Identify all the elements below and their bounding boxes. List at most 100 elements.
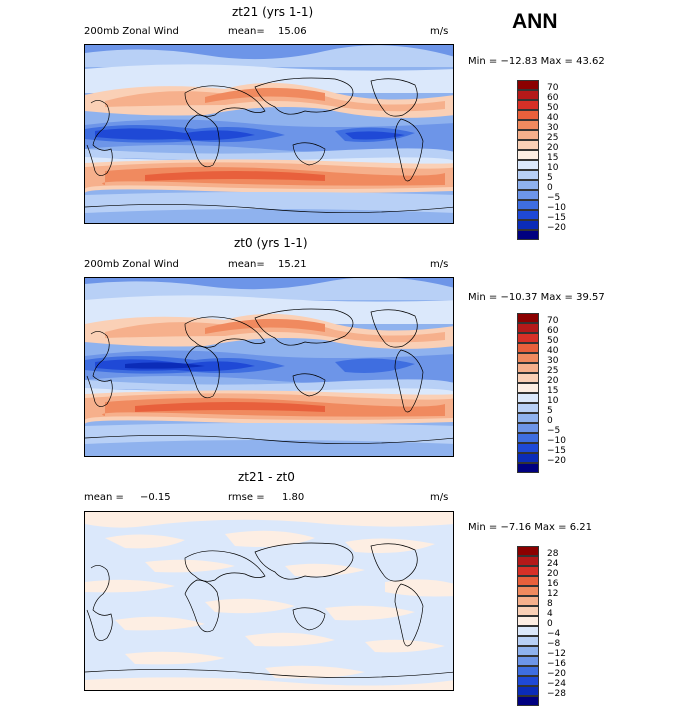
colorbar-tick: 28 (547, 549, 559, 559)
colorbar-swatch (517, 210, 539, 220)
map-contours (85, 512, 453, 690)
colorbar-swatch (517, 576, 539, 586)
colorbar-tick: −15 (547, 446, 566, 456)
colorbar-swatch (517, 423, 539, 433)
colorbar-tick: 10 (547, 396, 559, 406)
colorbar-swatch (517, 353, 539, 363)
panel-title: zt0 (yrs 1-1) (234, 236, 308, 250)
colorbar-tick: 0 (547, 619, 553, 629)
variable-label: 200mb Zonal Wind (84, 259, 179, 270)
colorbar-swatch (517, 373, 539, 383)
colorbar-swatch (517, 696, 539, 706)
colorbar-tick: −5 (547, 426, 561, 436)
colorbar-tick: −5 (547, 193, 561, 203)
colorbar-swatch (517, 140, 539, 150)
colorbar-swatch (517, 656, 539, 666)
colorbar-tick: 30 (547, 356, 559, 366)
colorbar-swatch (517, 363, 539, 373)
min-max-label: Min = −7.16 Max = 6.21 (468, 522, 592, 533)
colorbar-tick: −12 (547, 649, 566, 659)
colorbar-swatch (517, 646, 539, 656)
colorbar-swatches (517, 313, 539, 473)
colorbar-tick: 10 (547, 163, 559, 173)
colorbar-tick: 20 (547, 376, 559, 386)
colorbar-swatch (517, 666, 539, 676)
colorbar-swatch (517, 90, 539, 100)
mean-label: mean= (228, 26, 265, 37)
colorbar-tick: −4 (547, 629, 561, 639)
colorbar-swatch (517, 463, 539, 473)
colorbar-tick: −10 (547, 203, 566, 213)
colorbar-swatches (517, 546, 539, 706)
colorbar-tick: −10 (547, 436, 566, 446)
colorbar-swatch (517, 120, 539, 130)
map-zonal-wind-zt21 (84, 44, 454, 224)
colorbar-swatch (517, 333, 539, 343)
colorbar-tick: 40 (547, 346, 559, 356)
panel-title: zt21 (yrs 1-1) (232, 5, 314, 19)
colorbar-swatch (517, 150, 539, 160)
colorbar-swatch (517, 546, 539, 556)
colorbar-tick: −28 (547, 689, 566, 699)
colorbar-tick: −20 (547, 223, 566, 233)
colorbar-swatch (517, 636, 539, 646)
colorbar-tick: 8 (547, 599, 553, 609)
mean-label: mean = (84, 492, 124, 503)
mean-value: 15.06 (278, 26, 307, 37)
colorbar-tick: 5 (547, 406, 553, 416)
colorbar-tick: 25 (547, 133, 559, 143)
colorbar-swatch (517, 160, 539, 170)
colorbar-swatch (517, 313, 539, 323)
colorbar-tick: 0 (547, 416, 553, 426)
colorbar-tick: 40 (547, 113, 559, 123)
colorbar-swatch (517, 566, 539, 576)
rmse-label: rmse = (228, 492, 265, 503)
units-label: m/s (430, 259, 449, 270)
colorbar-swatch (517, 403, 539, 413)
colorbar-tick: 0 (547, 183, 553, 193)
colorbar-swatch (517, 413, 539, 423)
colorbar-swatch (517, 606, 539, 616)
colorbar-tick: 5 (547, 173, 553, 183)
colorbar-swatch (517, 383, 539, 393)
min-max-label: Min = −12.83 Max = 43.62 (468, 56, 605, 67)
colorbar-swatch (517, 80, 539, 90)
colorbar-tick: 60 (547, 326, 559, 336)
colorbar-tick: 20 (547, 143, 559, 153)
mean-value: 15.21 (278, 259, 307, 270)
colorbar-tick: −8 (547, 639, 561, 649)
colorbar-tick: 50 (547, 103, 559, 113)
colorbar-swatch (517, 343, 539, 353)
colorbar-tick: 4 (547, 609, 553, 619)
colorbar-swatch (517, 626, 539, 636)
colorbar-swatch (517, 443, 539, 453)
mean-label: mean= (228, 259, 265, 270)
colorbar-swatch (517, 190, 539, 200)
map-contours (85, 278, 453, 456)
colorbar-swatch (517, 220, 539, 230)
colorbar-tick: −20 (547, 456, 566, 466)
colorbar-swatch (517, 676, 539, 686)
colorbar-swatch (517, 180, 539, 190)
colorbar-swatch (517, 200, 539, 210)
colorbar-swatch (517, 453, 539, 463)
season-label: ANN (512, 10, 558, 33)
colorbar-tick: 25 (547, 366, 559, 376)
colorbar-swatch (517, 230, 539, 240)
colorbar-swatch (517, 596, 539, 606)
colorbar-swatch (517, 686, 539, 696)
colorbar-swatch (517, 323, 539, 333)
variable-label: 200mb Zonal Wind (84, 26, 179, 37)
colorbar-swatch (517, 170, 539, 180)
colorbar-tick: 24 (547, 559, 559, 569)
colorbar-tick: 60 (547, 93, 559, 103)
map-contours (85, 45, 453, 223)
units-label: m/s (430, 26, 449, 37)
colorbar-swatch (517, 393, 539, 403)
colorbar-tick: −16 (547, 659, 566, 669)
colorbar-tick: 15 (547, 386, 559, 396)
map-zonal-wind-difference (84, 511, 454, 691)
colorbar-swatch (517, 556, 539, 566)
colorbar-tick: 15 (547, 153, 559, 163)
colorbar-tick: 20 (547, 569, 559, 579)
